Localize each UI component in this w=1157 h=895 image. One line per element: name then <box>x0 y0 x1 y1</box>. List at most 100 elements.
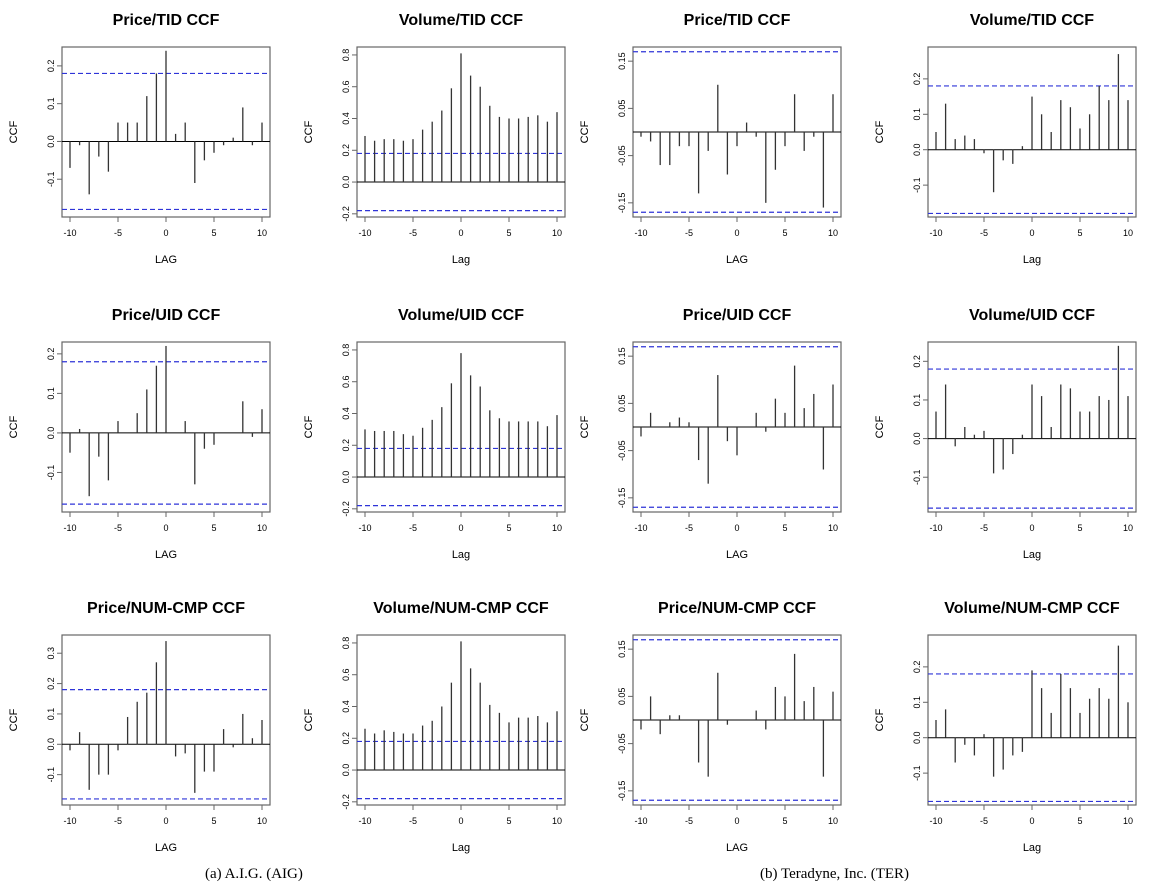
chart-11-ytick-label: 0.05 <box>617 688 627 706</box>
chart-7-xtick-label: 5 <box>782 523 787 533</box>
chart-9-ytick-label: 0.0 <box>46 738 56 751</box>
chart-4-ytick-label: 0.0 <box>912 143 922 156</box>
chart-10-ytick-label: 0.2 <box>341 732 351 745</box>
chart-8-xtick-label: -10 <box>929 523 942 533</box>
chart-7-xlabel: LAG <box>726 549 748 561</box>
chart-4-xlabel: Lag <box>1023 254 1041 266</box>
chart-5-xtick-label: -10 <box>63 523 76 533</box>
chart-1-xtick-label: -10 <box>63 228 76 238</box>
chart-3-ytick-label: 0.05 <box>617 100 627 118</box>
chart-5-xlabel: LAG <box>155 549 177 561</box>
chart-6-ytick-label: 0.0 <box>341 471 351 484</box>
chart-5-xtick-label: -5 <box>114 523 122 533</box>
chart-4-ytick-label: -0.1 <box>912 177 922 193</box>
chart-6-ytick-label: 0.6 <box>341 375 351 388</box>
chart-6-ytick-label: 0.8 <box>341 344 351 357</box>
chart-9-ytick-label: -0.1 <box>46 767 56 783</box>
chart-1-ytick-label: 0.2 <box>46 60 56 73</box>
chart-9-ylabel: CCF <box>8 708 20 731</box>
chart-10-xtick-label: -10 <box>358 816 371 826</box>
chart-12-ylabel: CCF <box>874 708 886 731</box>
chart-10-ytick-label: 0.6 <box>341 668 351 681</box>
chart-6-xtick-label: 5 <box>506 523 511 533</box>
chart-6-xtick-label: -10 <box>358 523 371 533</box>
chart-10-title: Volume/NUM-CMP CCF <box>373 600 549 617</box>
chart-7-title: Price/UID CCF <box>683 307 792 324</box>
chart-11: Price/NUM-CMP CCF -10 -5 0 5 10 -0.15 -0.05 0.05… <box>579 600 842 854</box>
chart-11-ytick-label: -0.05 <box>617 733 627 754</box>
chart-7-xtick-label: 10 <box>828 523 838 533</box>
chart-8-ytick-label: 0.1 <box>912 394 922 407</box>
chart-9-xtick-label: -10 <box>63 816 76 826</box>
chart-10-ytick-label: 0.4 <box>341 700 351 713</box>
chart-9-xtick-label: 10 <box>257 816 267 826</box>
chart-5-xtick-label: 0 <box>163 523 168 533</box>
chart-4-xtick-label: -10 <box>929 228 942 238</box>
chart-7: Price/UID CCF -10 -5 0 5 10 -0.15 -0.05 0.05 0.15… <box>579 307 842 561</box>
chart-2-title: Volume/TID CCF <box>399 12 523 29</box>
caption-ter: (b) Teradyne, Inc. (TER) <box>760 866 910 882</box>
chart-3-xtick-label: 10 <box>828 228 838 238</box>
chart-10-xtick-label: -5 <box>409 816 417 826</box>
chart-2-xtick-label: 5 <box>506 228 511 238</box>
chart-9-ytick-label: 0.1 <box>46 708 56 721</box>
chart-3-ytick-label: -0.05 <box>617 145 627 166</box>
chart-5-xtick-label: 5 <box>211 523 216 533</box>
chart-1-ytick-label: -0.1 <box>46 171 56 187</box>
chart-3-xtick-label: 5 <box>782 228 787 238</box>
chart-7-xtick-label: -10 <box>634 523 647 533</box>
chart-4-xtick-label: -5 <box>980 228 988 238</box>
chart-9-ytick-label: 0.2 <box>46 677 56 690</box>
chart-6-ytick-label: -0.2 <box>341 501 351 517</box>
chart-4-ytick-label: 0.2 <box>912 73 922 86</box>
chart-9-xlabel: LAG <box>155 842 177 854</box>
chart-11-xtick-label: -5 <box>685 816 693 826</box>
chart-11-xtick-label: 5 <box>782 816 787 826</box>
chart-11-ylabel: CCF <box>579 708 591 731</box>
chart-2: Volume/TID CCF -10 -5 0 5 10 -0.2 0.0 0.2 0.4 0.6 0… <box>303 12 566 266</box>
chart-7-ytick-label: 0.05 <box>617 395 627 413</box>
chart-9: Price/NUM-CMP CCF -10 -5 0 5 10 -0.1 0.0 0.1 0.2 0… <box>8 600 271 854</box>
chart-9-xtick-label: -5 <box>114 816 122 826</box>
chart-6-xlabel: Lag <box>452 549 470 561</box>
chart-8-xlabel: Lag <box>1023 549 1041 561</box>
chart-8-ytick-label: 0.0 <box>912 432 922 445</box>
chart-5-ytick-label: 0.2 <box>46 348 56 361</box>
chart-12-xtick-label: -10 <box>929 816 942 826</box>
chart-11-xlabel: LAG <box>726 842 748 854</box>
chart-1-xtick-label: 10 <box>257 228 267 238</box>
chart-1-xtick-label: 0 <box>163 228 168 238</box>
chart-9-title: Price/NUM-CMP CCF <box>87 600 245 617</box>
chart-6: Volume/UID CCF -10 -5 0 5 10 -0.2 0.0 0.2 0.4 0.6 0… <box>303 307 566 561</box>
chart-3-xtick-label: 0 <box>734 228 739 238</box>
chart-12-xtick-label: -5 <box>980 816 988 826</box>
chart-8-xtick-label: 5 <box>1077 523 1082 533</box>
chart-8-ylabel: CCF <box>874 415 886 438</box>
chart-12-ytick-label: 0.2 <box>912 661 922 674</box>
chart-4-ylabel: CCF <box>874 120 886 143</box>
chart-7-ylabel: CCF <box>579 415 591 438</box>
chart-5-ylabel: CCF <box>8 415 20 438</box>
chart-6-title: Volume/UID CCF <box>398 307 524 324</box>
chart-12-title: Volume/NUM-CMP CCF <box>944 600 1120 617</box>
chart-5-ytick-label: -0.1 <box>46 465 56 481</box>
chart-7-ytick-label: -0.05 <box>617 440 627 461</box>
chart-2-xtick-label: 0 <box>458 228 463 238</box>
chart-2-ytick-label: 0.8 <box>341 49 351 62</box>
chart-1-xlabel: LAG <box>155 254 177 266</box>
chart-3-title: Price/TID CCF <box>684 12 791 29</box>
chart-11-ytick-label: -0.15 <box>617 781 627 802</box>
chart-2-ylabel: CCF <box>303 120 315 143</box>
chart-2-xtick-label: -5 <box>409 228 417 238</box>
chart-4-xtick-label: 5 <box>1077 228 1082 238</box>
chart-8-ytick-label: -0.1 <box>912 469 922 485</box>
chart-12-ytick-label: 0.1 <box>912 696 922 709</box>
chart-10-ytick-label: 0.0 <box>341 764 351 777</box>
chart-5-xtick-label: 10 <box>257 523 267 533</box>
chart-4-title: Volume/TID CCF <box>970 12 1094 29</box>
chart-8-xtick-label: 10 <box>1123 523 1133 533</box>
chart-3-xtick-label: -10 <box>634 228 647 238</box>
chart-1-ytick-label: 0.1 <box>46 97 56 110</box>
chart-12-xlabel: Lag <box>1023 842 1041 854</box>
